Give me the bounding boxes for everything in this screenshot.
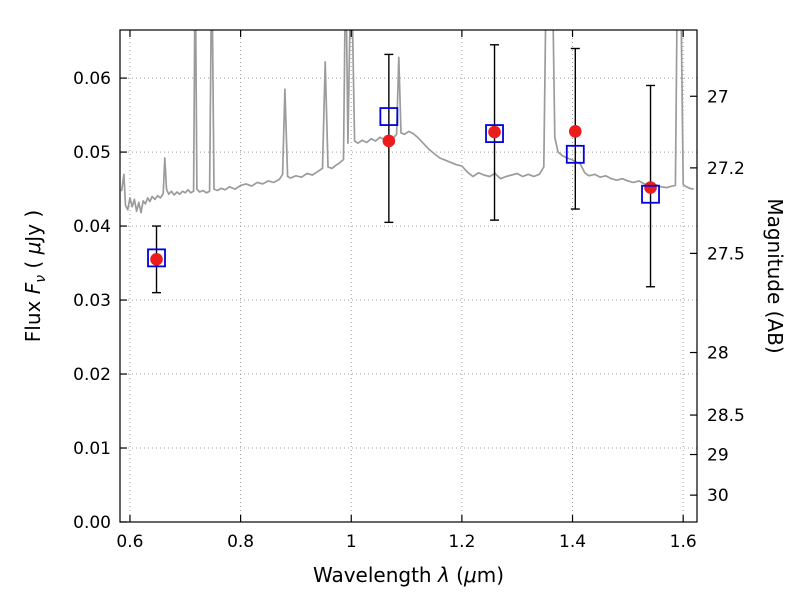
- x-tick-label: 1.2: [448, 532, 475, 552]
- grid: [120, 30, 697, 522]
- model-photometry-point: [565, 144, 585, 164]
- observed-points: [150, 125, 657, 266]
- axis-labels: Wavelength λ (μm) Flux Fν ( μJy ) Magnitud…: [21, 198, 787, 587]
- x-tick-label: 1: [346, 532, 357, 552]
- y-tick-label-magnitude: 28: [707, 344, 729, 364]
- model-photometry-point: [485, 124, 504, 143]
- observed-point: [382, 134, 396, 148]
- x-tick-label: 1.6: [670, 532, 697, 552]
- observed-point: [488, 125, 501, 139]
- model-photometry-point: [641, 184, 660, 204]
- y-tick-label-flux: 0.06: [73, 69, 111, 89]
- axes-frame: [119, 29, 698, 523]
- spectrum-line: [120, 30, 694, 214]
- plot-border: [119, 29, 698, 523]
- observed-point: [644, 181, 657, 194]
- y-tick-label-magnitude: 27: [707, 87, 729, 107]
- ticks: 0.6 0.8 1 1.2 1.4 1.6 0.00 0.01 0.02 0.03 0.04 0.05…: [73, 30, 745, 552]
- y-tick-label-flux: 0.01: [73, 439, 111, 459]
- y-tick-label-magnitude: 27.5: [707, 244, 745, 264]
- y-axis-label-magnitude: Magnitude (AB): [763, 198, 787, 353]
- model-photometry-point: [379, 107, 399, 126]
- model-spectrum-path: [120, 30, 694, 214]
- y-tick-label-flux: 0.00: [73, 513, 111, 533]
- y-tick-label-flux: 0.05: [73, 143, 111, 163]
- y-tick-label-flux: 0.02: [73, 365, 111, 385]
- observed-point: [150, 253, 163, 266]
- y-tick-label-magnitude: 27.2: [707, 159, 745, 179]
- x-axis-label: Wavelength λ (μm): [313, 563, 504, 587]
- x-tick-label: 1.4: [559, 532, 586, 552]
- observed-point: [568, 125, 582, 138]
- x-tick-label: 0.6: [116, 532, 143, 552]
- y-tick-label-magnitude: 30: [707, 486, 729, 506]
- y-tick-label-magnitude: 28.5: [707, 406, 745, 426]
- model-points: [147, 107, 660, 268]
- y-tick-label-magnitude: 29: [707, 446, 729, 466]
- model-photometry-point: [147, 248, 166, 268]
- y-axis-label-flux: Flux Fν ( μJy ): [21, 210, 49, 342]
- y-tick-label-flux: 0.03: [73, 291, 111, 311]
- x-tick-label: 0.8: [227, 532, 254, 552]
- y-tick-label-flux: 0.04: [73, 217, 111, 237]
